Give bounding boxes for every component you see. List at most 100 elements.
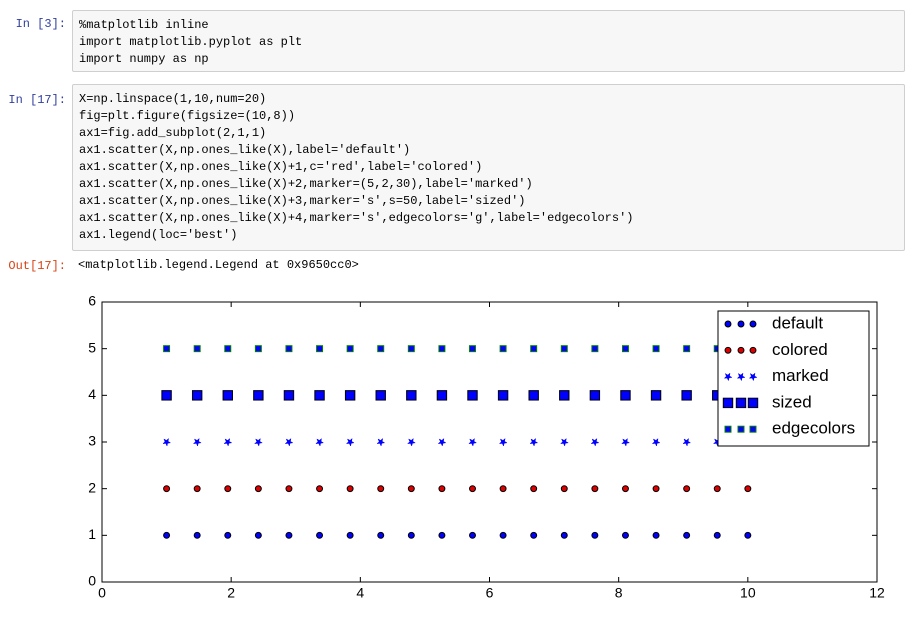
code-cell[interactable]: %matplotlib inline import matplotlib.pypl… <box>72 10 905 72</box>
scatter-point <box>437 437 447 447</box>
legend-label: colored <box>772 340 828 359</box>
scatter-point <box>744 531 752 539</box>
x-tick-label: 0 <box>98 585 106 601</box>
scatter-point <box>438 531 446 539</box>
scatter-point <box>468 437 478 447</box>
scatter-point <box>652 531 660 539</box>
scatter-point <box>438 345 446 353</box>
y-tick-label: 3 <box>88 433 96 449</box>
scatter-point <box>346 531 354 539</box>
y-tick-label: 1 <box>88 526 96 542</box>
scatter-point <box>285 485 293 493</box>
y-tick-label: 0 <box>88 573 96 589</box>
scatter-point <box>163 485 171 493</box>
scatter-point <box>193 345 201 353</box>
y-tick-label: 6 <box>88 293 96 309</box>
x-tick-label: 10 <box>740 585 756 601</box>
code-line: ax1.scatter(X,np.ones_like(X)+1,c='red',… <box>79 160 483 174</box>
legend-marker <box>749 320 757 328</box>
x-tick-label: 12 <box>869 585 885 601</box>
scatter-point <box>560 345 568 353</box>
scatter-point <box>683 345 691 353</box>
scatter-point <box>253 390 264 401</box>
scatter-point <box>650 390 662 401</box>
scatter-point <box>529 437 539 447</box>
scatter-point <box>560 531 568 539</box>
scatter-point <box>621 485 629 493</box>
scatter-point <box>316 531 324 539</box>
scatter-point <box>407 531 415 539</box>
scatter-point <box>469 531 476 539</box>
scatter-point <box>376 437 386 447</box>
y-tick-label: 2 <box>88 479 96 495</box>
scatter-point <box>315 437 325 447</box>
scatter-point <box>254 531 262 539</box>
scatter-point <box>406 437 416 447</box>
scatter-point <box>346 345 354 353</box>
code-line: ax1=fig.add_subplot(2,1,1) <box>79 126 267 140</box>
code-line: import numpy as np <box>79 52 209 66</box>
cell-prompt: In [17]: <box>8 93 66 107</box>
scatter-point <box>254 345 262 353</box>
legend-marker <box>737 425 745 433</box>
scatter-point <box>316 345 324 353</box>
scatter-point <box>375 390 386 401</box>
scatter-point <box>469 345 476 353</box>
scatter-point <box>591 345 599 353</box>
scatter-point <box>436 390 448 401</box>
scatter-point <box>162 437 172 447</box>
scatter-point <box>713 531 721 539</box>
legend-marker <box>722 397 734 409</box>
scatter-point <box>683 485 691 493</box>
scatter-point <box>407 345 415 353</box>
scatter-point <box>683 531 691 539</box>
code-cell[interactable]: X=np.linspace(1,10,num=20) fig=plt.figure… <box>72 84 905 251</box>
scatter-point <box>377 485 385 493</box>
legend-label: edgecolors <box>772 419 855 438</box>
scatter-point <box>559 390 570 401</box>
scatter-point <box>530 345 538 353</box>
scatter-point <box>744 485 752 493</box>
scatter-point <box>193 531 201 539</box>
legend-marker <box>736 372 746 382</box>
chart: 0 2 4 6 8 10 120123456defaultcoloredmarkedsize… <box>88 293 885 601</box>
scatter-point <box>591 485 599 493</box>
legend: default colored marked sized edgecolors <box>717 310 870 447</box>
x-tick-label: 4 <box>356 585 364 601</box>
legend-marker <box>749 346 757 354</box>
scatter-point <box>285 345 293 353</box>
scatter-point <box>621 345 629 353</box>
scatter-point <box>713 485 721 493</box>
scatter-point <box>621 437 631 447</box>
x-tick-label: 6 <box>486 585 494 601</box>
code-line: X=np.linspace(1,10,num=20) <box>79 92 267 106</box>
y-tick-label: 4 <box>88 386 96 402</box>
output-text: <matplotlib.legend.Legend at 0x9650cc0> <box>78 258 359 272</box>
legend-marker <box>723 372 733 382</box>
scatter-point <box>316 485 324 493</box>
code-line: ax1.scatter(X,np.ones_like(X)+2,marker=(… <box>79 177 533 191</box>
legend-box <box>717 310 870 447</box>
scatter-point <box>560 437 569 447</box>
scatter-point <box>528 390 539 401</box>
scatter-point <box>377 531 385 539</box>
scatter-point <box>407 485 415 493</box>
scatter-point <box>530 531 538 539</box>
scatter-point <box>621 531 629 539</box>
scatter-point <box>224 485 232 493</box>
code-line: ax1.legend(loc='best') <box>79 228 238 242</box>
scatter-point <box>560 485 568 493</box>
scatter-point <box>193 485 201 493</box>
code-line: %matplotlib inline <box>79 18 209 32</box>
legend-marker <box>724 320 732 328</box>
scatter-point <box>223 437 233 447</box>
legend-marker <box>737 320 745 328</box>
scatter-point <box>254 485 262 493</box>
scatter-point <box>344 390 356 401</box>
scatter-point <box>652 485 660 493</box>
x-tick-label: 2 <box>227 585 235 601</box>
scatter-point <box>589 390 601 401</box>
scatter-point <box>345 437 355 447</box>
scatter-point <box>497 390 509 401</box>
